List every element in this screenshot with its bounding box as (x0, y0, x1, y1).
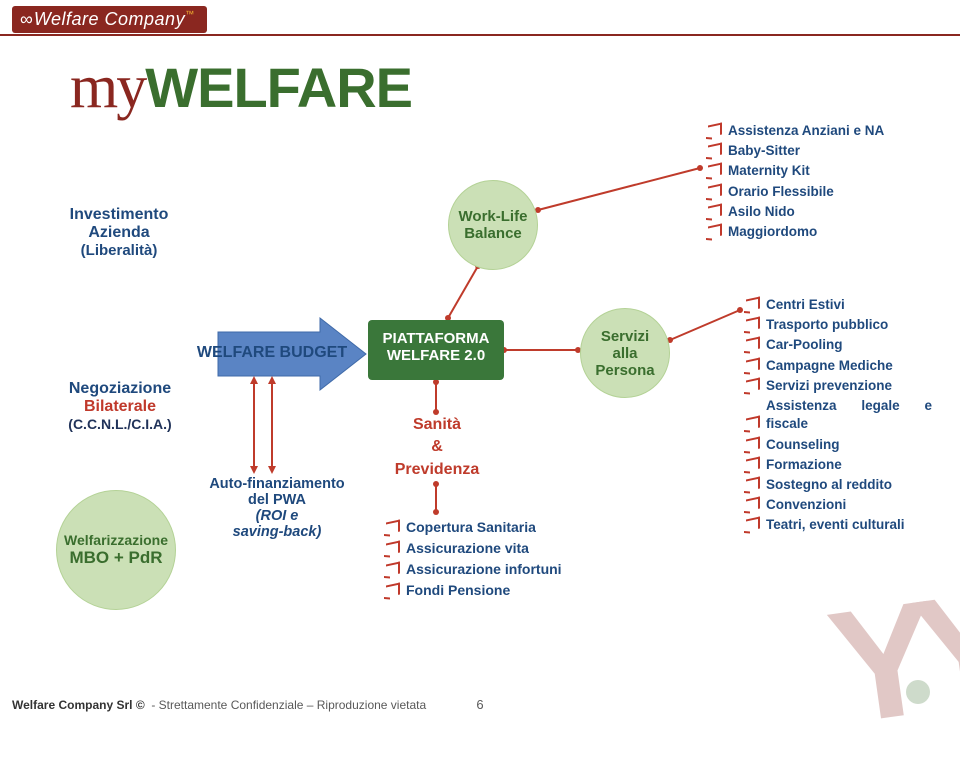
brand-my: my (70, 53, 145, 121)
investimento-l2: Azienda (44, 224, 194, 242)
footer: Welfare Company Srl © - Strettamente Con… (12, 698, 426, 712)
bg-dot (906, 680, 930, 704)
brand-title: myWELFARE (70, 52, 412, 123)
piattaforma-l2: WELFARE 2.0 (368, 347, 504, 364)
list-worklife: Assistenza Anziani e NA Baby-Sitter Mate… (708, 120, 884, 243)
footer-confidential: - Strettamente Confidenziale – Riproduzi… (151, 698, 426, 712)
page-number: 6 (476, 697, 483, 712)
box-negoziazione: Negoziazione Bilaterale (C.C.N.L./C.I.A.… (40, 380, 200, 432)
bubble-servizi: ServiziallaPersona (580, 308, 670, 398)
footer-company: Welfare Company Srl © (12, 698, 145, 712)
brand-welfare: WELFARE (145, 56, 412, 119)
mbo-l2: MBO + PdR (69, 548, 162, 568)
list-copertura: Copertura Sanitaria Assicurazione vita A… (386, 516, 562, 602)
investimento-l3: (Liberalità) (44, 242, 194, 259)
label-welfare-budget: WELFARE BUDGET (192, 344, 352, 362)
investimento-l1: Investimento (44, 206, 194, 224)
label-sanita: Sanità & Previdenza (392, 414, 482, 481)
mbo-l1: Welfarizzazione (64, 532, 168, 548)
piattaforma-l1: PIATTAFORMA (368, 330, 504, 347)
header-divider (0, 34, 960, 36)
negoziazione-l3: (C.C.N.L./C.I.A.) (40, 416, 200, 432)
company-name: Welfare Company (34, 9, 185, 29)
bubble-mbo: Welfarizzazione MBO + PdR (56, 490, 176, 610)
bubble-worklife: Work-LifeBalance (448, 180, 538, 270)
list-servizi: Centri Estivi Trasporto pubblico Car-Poo… (746, 294, 946, 537)
company-logo: ∞Welfare Company™ (12, 6, 207, 33)
bg-watermark: YY (819, 555, 960, 761)
box-piattaforma: PIATTAFORMA WELFARE 2.0 (368, 320, 504, 380)
negoziazione-l1: Negoziazione (40, 380, 200, 398)
box-investimento: Investimento Azienda (Liberalità) (44, 206, 194, 259)
label-auto-finanz: Auto-finanziamento del PWA (ROI e saving… (192, 476, 362, 540)
negoziazione-l2: Bilaterale (40, 398, 200, 416)
